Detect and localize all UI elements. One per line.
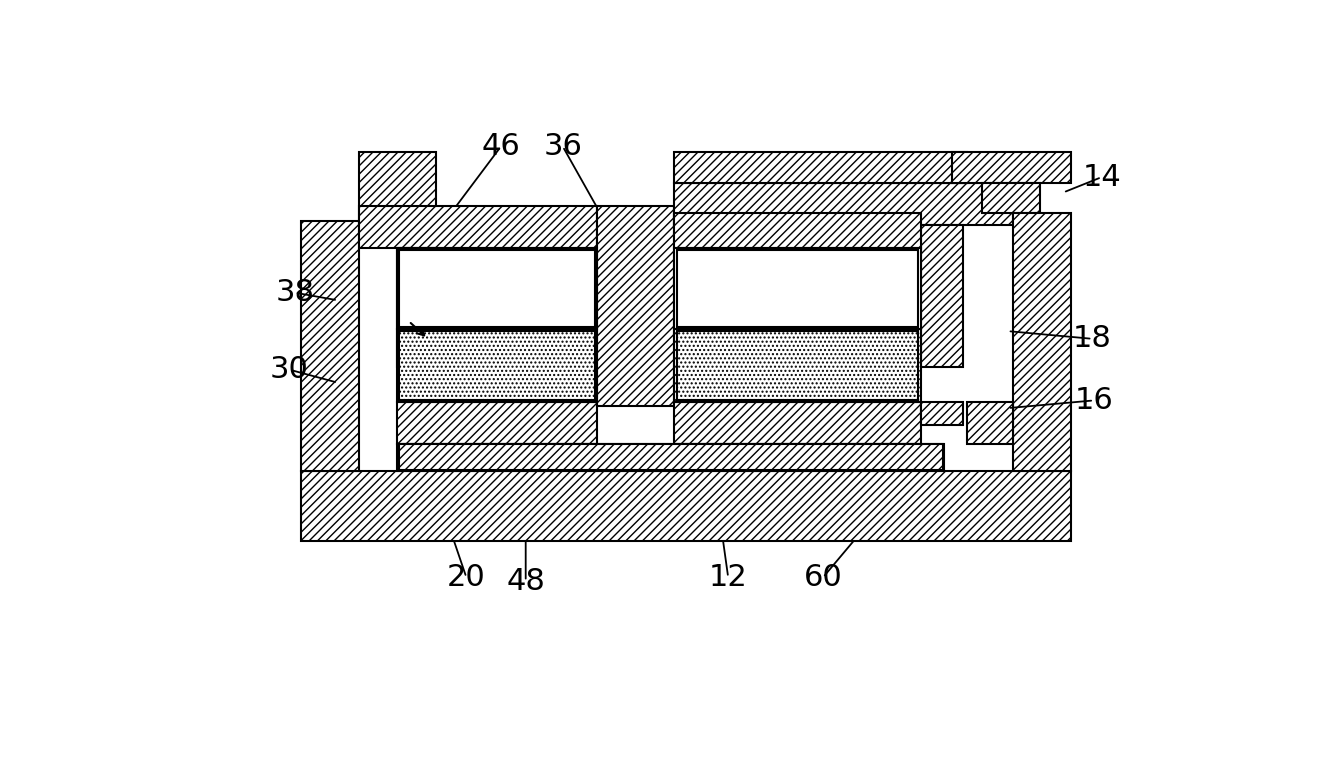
Bar — [677, 250, 918, 327]
Bar — [597, 206, 674, 406]
Bar — [397, 444, 944, 471]
Text: 36: 36 — [544, 132, 583, 161]
Bar — [677, 331, 918, 400]
Text: 16: 16 — [1074, 386, 1113, 415]
Text: 12: 12 — [709, 563, 748, 592]
Bar — [397, 329, 597, 402]
Bar — [359, 206, 597, 248]
Bar — [921, 225, 962, 367]
Bar — [397, 402, 597, 444]
Bar — [1013, 213, 1070, 471]
Bar — [952, 152, 1070, 182]
Bar — [674, 329, 921, 402]
Text: 14: 14 — [1082, 163, 1121, 192]
Text: 30: 30 — [269, 355, 309, 384]
Bar — [397, 248, 440, 367]
Bar — [982, 182, 1040, 213]
Bar — [674, 213, 921, 248]
Bar — [921, 402, 962, 425]
Bar — [359, 152, 436, 221]
Text: 46: 46 — [481, 132, 520, 161]
Text: 20: 20 — [447, 563, 485, 592]
Bar — [674, 152, 966, 182]
Text: 38: 38 — [275, 278, 315, 307]
Bar — [674, 182, 1013, 225]
Bar — [674, 402, 921, 444]
Bar — [301, 221, 359, 471]
Text: 60: 60 — [804, 563, 842, 592]
Bar — [674, 248, 921, 329]
Bar — [397, 248, 597, 329]
Bar — [400, 331, 595, 400]
Bar — [966, 402, 1013, 444]
Bar — [301, 471, 1070, 540]
Bar — [400, 444, 942, 470]
Text: 18: 18 — [1073, 324, 1112, 353]
Text: 48: 48 — [507, 567, 545, 596]
Bar — [400, 250, 595, 327]
